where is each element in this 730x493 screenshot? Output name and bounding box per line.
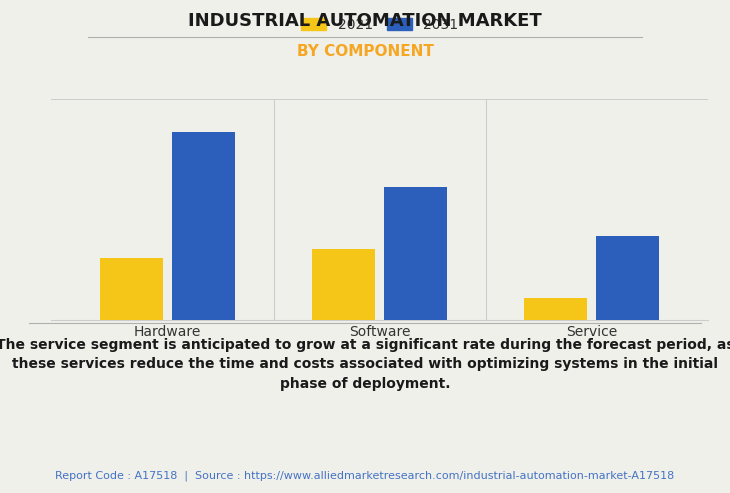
- Bar: [172, 132, 236, 320]
- Bar: [100, 258, 164, 320]
- Bar: [312, 249, 375, 320]
- Text: Report Code : A17518  |  Source : https://www.alliedmarketresearch.com/industria: Report Code : A17518 | Source : https://…: [55, 470, 675, 481]
- Bar: [596, 236, 659, 320]
- Legend: 2021, 2031: 2021, 2031: [296, 12, 464, 37]
- Text: The service segment is anticipated to grow at a significant rate during the fore: The service segment is anticipated to gr…: [0, 338, 730, 391]
- Bar: [384, 187, 447, 320]
- Text: BY COMPONENT: BY COMPONENT: [296, 44, 434, 59]
- Text: INDUSTRIAL AUTOMATION MARKET: INDUSTRIAL AUTOMATION MARKET: [188, 12, 542, 31]
- Bar: [523, 298, 588, 320]
